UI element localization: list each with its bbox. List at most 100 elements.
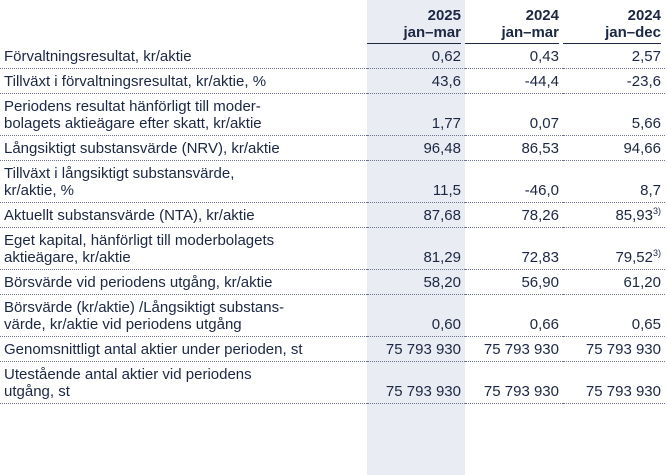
value-text: 58,20 [423,274,461,291]
value-cell: 2,57 [563,44,665,69]
row-label-line: Eget kapital, hänförligt till moderbolag… [4,232,275,249]
column-header-2024-q1: 2024 jan–mar [465,0,563,44]
value-cell: 78,26 [465,202,563,228]
value-text: 56,90 [521,274,559,291]
value-text: 75 793 930 [585,341,661,358]
row-label-line: bolagets aktieägare efter skatt, kr/akti… [4,115,262,132]
column-period: jan–mar [465,24,559,44]
value-cell: 79,523) [563,227,665,270]
value-cell: 87,68 [367,202,465,228]
row-label: Periodens resultat hänförligt till moder… [0,93,367,136]
value-text: 75 793 930 [385,383,461,400]
value-text: 1,77 [431,115,461,132]
value-cell: 75 793 930 [563,361,665,404]
value-cell: -23,6 [563,68,665,94]
value-cell: 75 793 930 [563,336,665,362]
value-text: 0,65 [631,316,661,333]
value-cell: 0,60 [367,294,465,337]
value-cell: 11,5 [367,160,465,203]
row-label-line: Förvaltningsresultat, kr/aktie [4,48,192,65]
value-cell: 61,20 [563,269,665,295]
row-label-line: Periodens resultat hänförligt till moder… [4,98,261,115]
value-cell: 1,77 [367,93,465,136]
column-period: jan–mar [367,24,461,44]
value-cell: 56,90 [465,269,563,295]
table-row: Periodens resultat hänförligt till moder… [0,93,665,136]
table-row: Börsvärde (kr/aktie) /Långsiktigt substa… [0,294,665,337]
value-cell: 85,933) [563,202,665,228]
row-label: Börsvärde (kr/aktie) /Långsiktigt substa… [0,294,367,337]
row-label: Genomsnittligt antal aktier under period… [0,336,367,362]
table-row: Börsvärde vid periodens utgång, kr/aktie… [0,269,665,295]
key-figures-table: 2025 jan–mar 2024 jan–mar 2024 jan–dec F… [0,0,665,404]
value-text: 72,83 [521,249,559,266]
value-text: 87,68 [423,207,461,224]
row-label-line: Genomsnittligt antal aktier under period… [4,341,303,358]
column-year: 2024 [525,7,559,24]
row-label: Tillväxt i förvaltningsresultat, kr/akti… [0,68,367,94]
row-label-line: Långsiktigt substansvärde (NRV), kr/akti… [4,140,280,157]
value-text: 75 793 930 [483,383,559,400]
value-text: 0,62 [431,48,461,65]
value-cell: 94,66 [563,135,665,161]
row-label: Långsiktigt substansvärde (NRV), kr/akti… [0,135,367,161]
value-text: -44,4 [524,73,559,90]
value-cell: 75 793 930 [465,361,563,404]
row-label: Tillväxt i långsiktigt substansvärde, kr/… [0,160,367,203]
value-text: 94,66 [623,140,661,157]
value-cell: 0,66 [465,294,563,337]
value-cell: 43,6 [367,68,465,94]
value-text: 2,57 [631,48,661,65]
value-text: -23,6 [626,73,661,90]
value-text: 0,66 [529,316,559,333]
row-label-line: värde, kr/aktie vid periodens utgång [4,316,242,333]
row-label: Utestående antal aktier vid periodens utg… [0,361,367,404]
value-cell: 86,53 [465,135,563,161]
table-body: Förvaltningsresultat, kr/aktie 0,62 0,43 2,… [0,44,665,404]
value-cell: -44,4 [465,68,563,94]
value-text: 81,29 [423,249,461,266]
row-label-line: Tillväxt i långsiktigt substansvärde, [4,165,235,182]
row-label: Börsvärde vid periodens utgång, kr/aktie [0,269,367,295]
table-row: Genomsnittligt antal aktier under period… [0,336,665,362]
value-text: 5,66 [631,115,661,132]
value-text: 8,7 [640,182,661,199]
row-label-line: kr/aktie, % [4,182,75,199]
value-text: 75 793 930 [585,383,661,400]
column-header-2025-q1: 2025 jan–mar [367,0,465,44]
value-cell: 58,20 [367,269,465,295]
value-cell: 75 793 930 [465,336,563,362]
column-header-2024-full-year: 2024 jan–dec [563,0,665,44]
row-label: Förvaltningsresultat, kr/aktie [0,44,367,69]
row-label-line: Börsvärde (kr/aktie) /Långsiktigt substa… [4,299,285,316]
value-text: 86,53 [521,140,559,157]
table-row: Aktuellt substansvärde (NTA), kr/aktie 87… [0,202,665,228]
value-cell: 8,7 [563,160,665,203]
value-text: 96,48 [423,140,461,157]
row-label-line: Tillväxt i förvaltningsresultat, kr/akti… [4,73,267,90]
value-text: 0,60 [431,316,461,333]
value-text: 75 793 930 [385,341,461,358]
value-text: 0,07 [529,115,559,132]
row-label-line: utgång, st [4,383,70,400]
row-label: Aktuellt substansvärde (NTA), kr/aktie [0,202,367,228]
value-text: 61,20 [623,274,661,291]
value-text: 43,6 [431,73,461,90]
value-cell: 0,07 [465,93,563,136]
row-label-line: Börsvärde vid periodens utgång, kr/aktie [4,274,273,291]
value-text: 85,93 [615,207,653,224]
value-cell: 0,62 [367,44,465,69]
value-text: 79,52 [615,249,653,266]
header-row: 2025 jan–mar 2024 jan–mar 2024 jan–dec [0,0,665,44]
value-cell: 75 793 930 [367,361,465,404]
table-row: Utestående antal aktier vid periodens utg… [0,361,665,404]
value-cell: 96,48 [367,135,465,161]
value-text: 78,26 [521,207,559,224]
table-row: Tillväxt i långsiktigt substansvärde, kr/… [0,160,665,203]
footnote-marker: 3) [652,248,661,258]
table-row: Förvaltningsresultat, kr/aktie 0,62 0,43 2,… [0,44,665,69]
row-label: Eget kapital, hänförligt till moderbolag… [0,227,367,270]
table-row: Eget kapital, hänförligt till moderbolag… [0,227,665,270]
row-label-line: aktieägare, kr/aktie [4,249,131,266]
footnote-marker: 3) [652,206,661,216]
